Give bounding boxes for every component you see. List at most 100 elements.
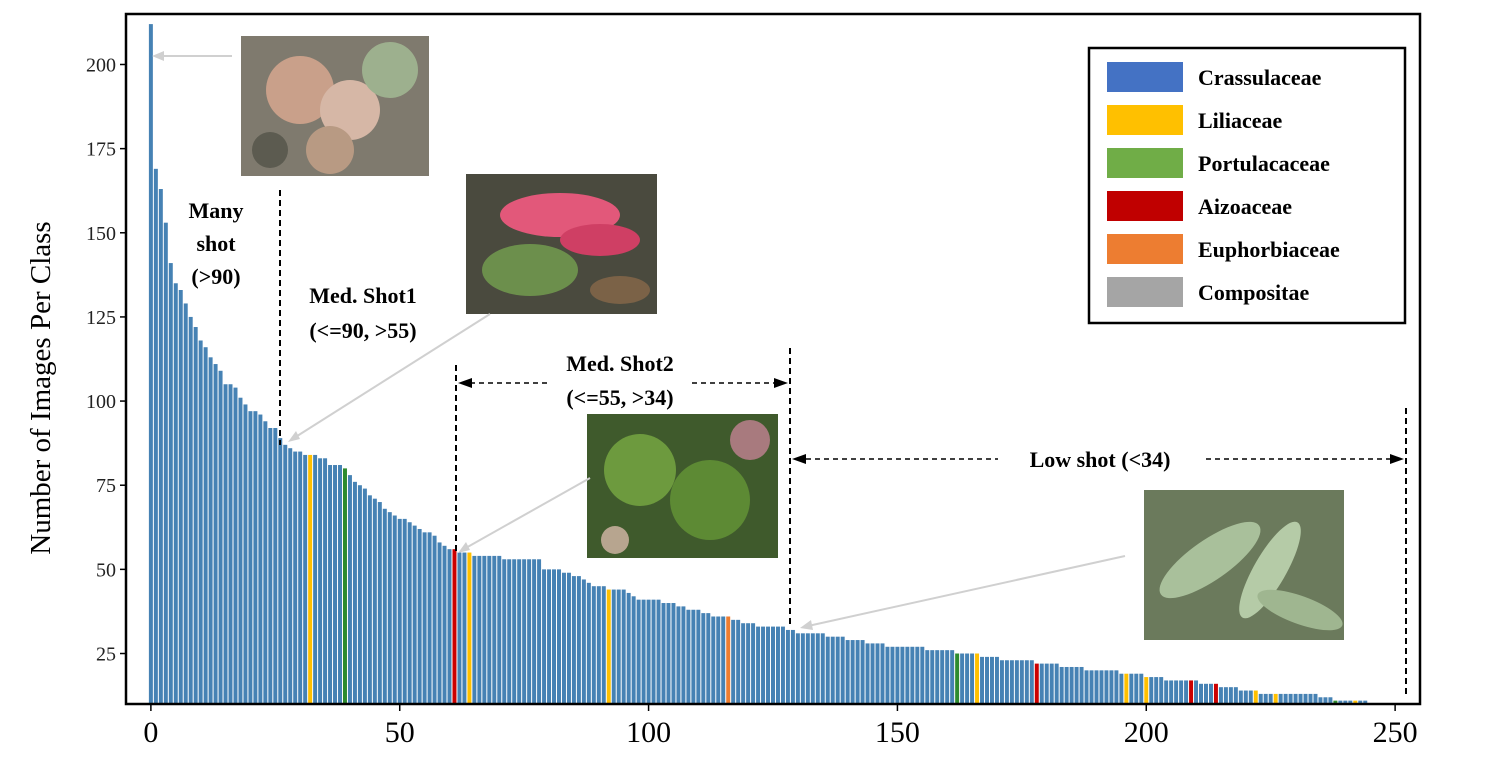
- bar: [452, 549, 457, 704]
- bar: [596, 586, 601, 704]
- bar: [880, 643, 885, 704]
- photo-pink-sedum: [466, 174, 657, 314]
- bar: [1099, 670, 1104, 704]
- bar: [397, 518, 402, 704]
- bar: [402, 518, 407, 704]
- bar: [1014, 660, 1019, 704]
- bar: [347, 475, 352, 704]
- bar: [985, 656, 989, 704]
- bar: [1084, 670, 1089, 704]
- y-tick-label: 175: [86, 139, 116, 161]
- bar: [581, 579, 586, 704]
- x-tick-label: 50: [385, 716, 415, 749]
- bar: [686, 609, 691, 704]
- bar: [367, 495, 372, 704]
- bar: [835, 636, 840, 704]
- bar: [651, 599, 656, 704]
- bar: [1179, 680, 1184, 704]
- bar: [158, 189, 163, 704]
- med-shot2-range: (<=55, >34): [566, 385, 673, 410]
- bar: [492, 555, 497, 704]
- bar: [1129, 673, 1134, 704]
- bar: [1114, 670, 1119, 704]
- bar: [636, 599, 641, 704]
- bar: [601, 586, 606, 704]
- bar: [1263, 693, 1268, 704]
- bar: [935, 650, 940, 704]
- bar: [1363, 700, 1368, 704]
- bar: [586, 582, 591, 704]
- bar: [283, 444, 288, 704]
- bar: [352, 481, 357, 704]
- x-tick-label: 250: [1373, 716, 1418, 749]
- photo-senecio: [1144, 490, 1344, 640]
- bar: [258, 414, 263, 704]
- bar: [303, 454, 308, 704]
- bar: [1318, 697, 1323, 704]
- bar: [427, 532, 432, 704]
- y-tick-label: 100: [86, 391, 116, 413]
- bar: [148, 24, 153, 705]
- bar: [676, 606, 681, 704]
- range-arrowheads: [458, 378, 1404, 464]
- bar: [208, 357, 213, 704]
- bar: [1333, 700, 1338, 704]
- bar: [248, 411, 253, 704]
- bar: [1218, 687, 1223, 704]
- legend-swatch: [1107, 191, 1183, 221]
- bar: [442, 545, 447, 704]
- bar: [1004, 660, 1009, 704]
- bar: [950, 650, 955, 704]
- bar: [1044, 663, 1049, 704]
- pointer-arrows: [152, 51, 1126, 630]
- bar: [462, 552, 467, 704]
- x-tick-label: 100: [626, 716, 671, 749]
- y-axis-label: Number of Images Per Class: [25, 221, 57, 554]
- bar: [502, 559, 507, 704]
- bar: [805, 633, 810, 704]
- bar: [1353, 700, 1358, 704]
- bar: [422, 532, 427, 704]
- bar: [965, 653, 970, 704]
- bar: [925, 650, 930, 704]
- bar: [860, 640, 865, 704]
- bar: [542, 569, 547, 704]
- bar: [1223, 687, 1228, 704]
- legend-label: Compositae: [1198, 280, 1309, 305]
- bar: [522, 559, 527, 704]
- bar: [1194, 680, 1199, 704]
- bar: [392, 515, 397, 704]
- bar: [467, 552, 472, 704]
- bar: [576, 576, 581, 704]
- bar: [1094, 670, 1099, 704]
- bar: [666, 603, 671, 704]
- y-tick-label: 200: [86, 54, 116, 76]
- bar: [1009, 660, 1014, 704]
- bar: [731, 619, 736, 704]
- bar: [188, 316, 193, 704]
- bar: [571, 576, 576, 704]
- bar: [1328, 697, 1333, 704]
- bar: [1079, 666, 1084, 704]
- bar: [671, 603, 676, 704]
- bar: [1283, 693, 1288, 704]
- bar: [482, 555, 487, 704]
- bar: [771, 626, 775, 704]
- bar: [865, 643, 870, 704]
- bar: [527, 559, 532, 704]
- bar: [557, 569, 561, 704]
- bar: [1298, 693, 1303, 704]
- bar: [994, 656, 999, 704]
- bar: [1323, 697, 1328, 704]
- bar: [780, 626, 785, 704]
- bar: [362, 488, 367, 704]
- bar: [1059, 666, 1064, 704]
- low-shot-label: Low shot (<34): [1030, 447, 1171, 472]
- y-tick-label: 75: [96, 475, 116, 497]
- bar: [641, 599, 646, 704]
- bar: [1243, 690, 1248, 704]
- bar: [566, 572, 571, 704]
- bar: [288, 448, 293, 704]
- bar: [736, 619, 741, 704]
